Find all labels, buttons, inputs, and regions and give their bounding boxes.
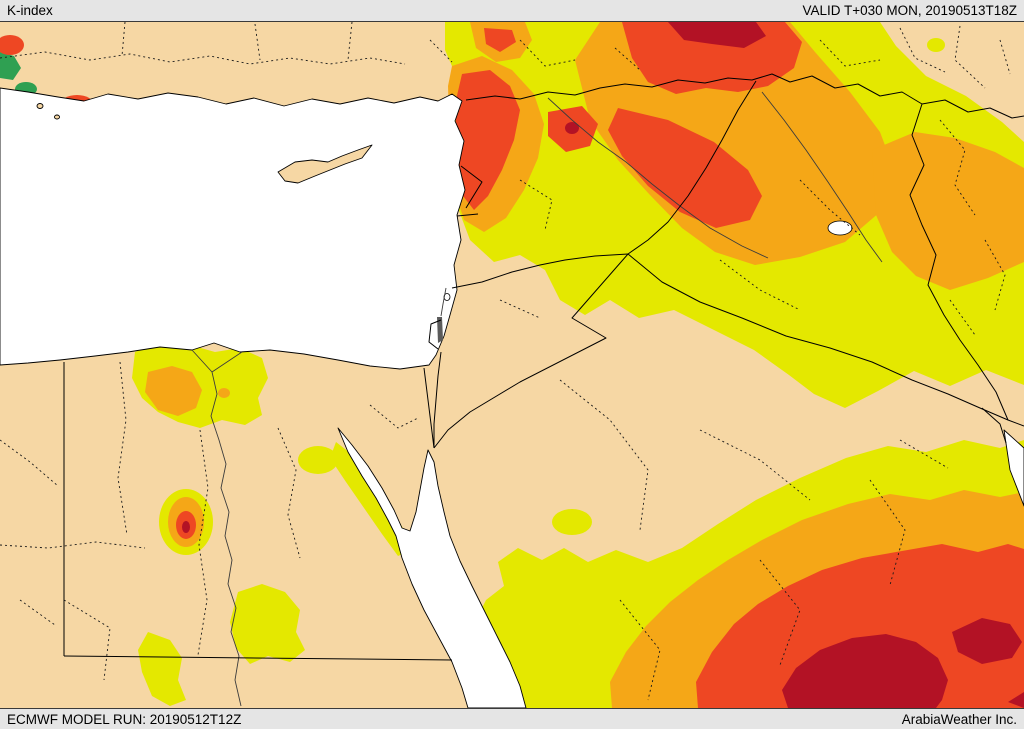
euphrates-river <box>547 97 769 259</box>
header-bar: K-index VALID T+030 MON, 20190513T18Z <box>0 0 1024 22</box>
valid-time-label: VALID T+030 MON, 20190513T18Z <box>802 3 1018 18</box>
admin-iran-iraq <box>719 25 1011 336</box>
model-run-label: ECMWF MODEL RUN: 20190512T12Z <box>7 711 242 727</box>
persian-gulf <box>1003 429 1024 507</box>
country-borders <box>63 73 1024 661</box>
k-index-dark-red-regions <box>182 22 1024 708</box>
lakes <box>443 220 853 301</box>
syria-iraq-border <box>627 80 757 255</box>
dead-sea <box>437 317 443 343</box>
cyprus-island <box>277 144 373 184</box>
kuwait-border <box>981 407 1007 444</box>
admin-borders-dotted <box>0 21 1011 701</box>
footer-bar: ECMWF MODEL RUN: 20190512T12Z ArabiaWeat… <box>0 708 1024 729</box>
egypt-sudan-border <box>63 655 453 661</box>
branding-label: ArabiaWeather Inc. <box>901 711 1017 727</box>
admin-syria-jordan <box>499 179 553 319</box>
tigris-river <box>761 91 883 263</box>
lake-van <box>827 220 853 236</box>
islands <box>36 103 373 184</box>
rivers <box>191 91 883 707</box>
mediterranean-sea <box>0 87 466 370</box>
jordan-river <box>440 287 447 317</box>
israel-jordan-border <box>433 351 442 448</box>
syria-jordan-border <box>451 253 629 289</box>
aegean-islet <box>54 114 60 120</box>
admin-saudi <box>559 379 949 701</box>
red-sea <box>337 427 527 709</box>
admin-turkey <box>0 21 641 71</box>
product-title: K-index <box>7 3 53 18</box>
nile-river <box>191 349 243 707</box>
west-bank-border <box>428 319 442 350</box>
jordan-saudi-border <box>433 253 629 449</box>
aegean-islet <box>36 103 44 109</box>
turkey-south-border <box>465 73 1024 119</box>
egypt-israel-border <box>423 367 435 449</box>
lebanon-border <box>456 165 483 217</box>
iraq-iran-border <box>909 103 1009 421</box>
admin-egypt-libya <box>0 361 419 681</box>
